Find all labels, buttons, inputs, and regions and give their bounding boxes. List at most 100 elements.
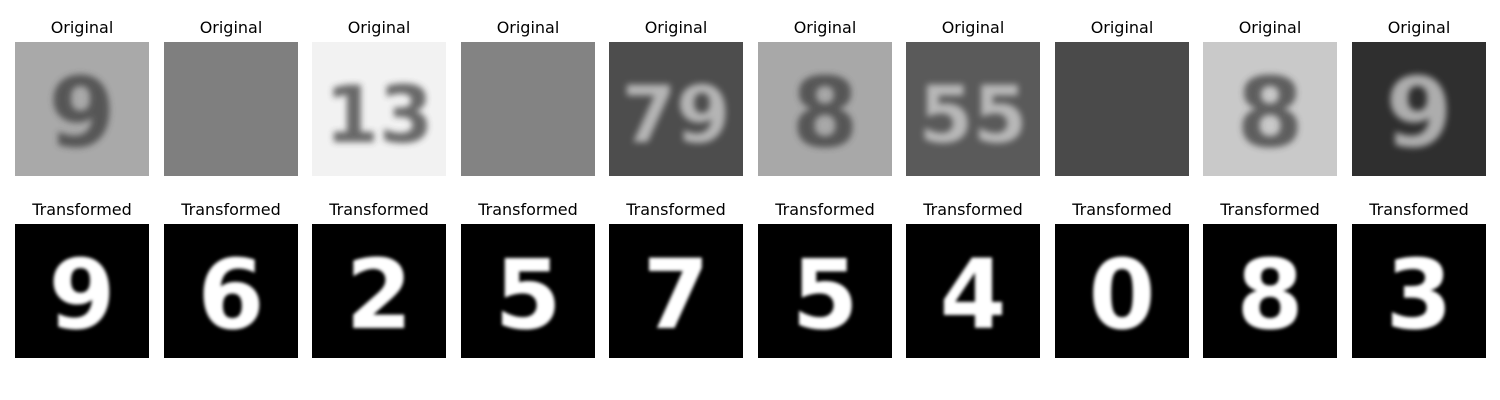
transformed-title: Transformed bbox=[1369, 200, 1469, 219]
original-image: 8 bbox=[1203, 42, 1337, 176]
transformed-title: Transformed bbox=[775, 200, 875, 219]
transformed-cell: Transformed 0 bbox=[1055, 196, 1189, 358]
original-digit: 8 bbox=[1237, 57, 1304, 169]
original-title: Original bbox=[1387, 18, 1451, 37]
original-title: Original bbox=[496, 18, 560, 37]
transformed-cell: Transformed 8 bbox=[1203, 196, 1337, 358]
transformed-image-background bbox=[1352, 224, 1486, 358]
original-image: 79 bbox=[609, 42, 743, 176]
original-digit: 79 bbox=[622, 71, 731, 161]
original-image-background bbox=[609, 42, 743, 176]
transformed-image-background bbox=[609, 224, 743, 358]
transformed-image-background bbox=[906, 224, 1040, 358]
original-image: 13 bbox=[312, 42, 446, 176]
original-image bbox=[164, 42, 298, 176]
original-cell: Original 8 bbox=[758, 14, 892, 176]
transformed-image-background bbox=[15, 224, 149, 358]
transformed-cell: Transformed 6 bbox=[164, 196, 298, 358]
transformed-title: Transformed bbox=[181, 200, 281, 219]
transformed-image: 7 bbox=[609, 224, 743, 358]
transformed-cell: Transformed 3 bbox=[1352, 196, 1486, 358]
transformed-digit: 5 bbox=[792, 239, 859, 351]
original-cell: Original 8 bbox=[1203, 14, 1337, 176]
transformed-cell: Transformed 7 bbox=[609, 196, 743, 358]
transformed-digit: 3 bbox=[1386, 239, 1453, 351]
original-image-background bbox=[1055, 42, 1189, 176]
transformed-image: 3 bbox=[1352, 224, 1486, 358]
transformed-image: 4 bbox=[906, 224, 1040, 358]
transformed-image-background bbox=[1055, 224, 1189, 358]
original-title: Original bbox=[793, 18, 857, 37]
transformed-digit: 7 bbox=[643, 239, 710, 351]
original-digit: 55 bbox=[919, 71, 1028, 161]
transformed-title: Transformed bbox=[626, 200, 726, 219]
original-image: 8 bbox=[758, 42, 892, 176]
transformed-digit: 5 bbox=[495, 239, 562, 351]
transformed-digit: 6 bbox=[198, 239, 265, 351]
transformed-image: 6 bbox=[164, 224, 298, 358]
transformed-image: 2 bbox=[312, 224, 446, 358]
transformed-digit: 2 bbox=[346, 239, 413, 351]
original-digit: 8 bbox=[792, 57, 859, 169]
original-image bbox=[1055, 42, 1189, 176]
transformed-cell: Transformed 9 bbox=[15, 196, 149, 358]
original-image: 9 bbox=[15, 42, 149, 176]
transformed-image-background bbox=[1203, 224, 1337, 358]
original-cell: Original 9 bbox=[1352, 14, 1486, 176]
transformed-title: Transformed bbox=[923, 200, 1023, 219]
original-cell: Original bbox=[461, 14, 595, 176]
original-image-background bbox=[461, 42, 595, 176]
transformed-title: Transformed bbox=[1072, 200, 1172, 219]
transformed-digit: 9 bbox=[49, 239, 116, 351]
original-digit: 9 bbox=[49, 57, 116, 169]
original-image-background bbox=[758, 42, 892, 176]
transformed-image-background bbox=[312, 224, 446, 358]
transformed-cell: Transformed 5 bbox=[461, 196, 595, 358]
original-title: Original bbox=[941, 18, 1005, 37]
transformed-image: 5 bbox=[758, 224, 892, 358]
transformed-digit: 8 bbox=[1237, 239, 1304, 351]
transformed-cell: Transformed 4 bbox=[906, 196, 1040, 358]
original-image bbox=[461, 42, 595, 176]
transformed-cell: Transformed 5 bbox=[758, 196, 892, 358]
original-title: Original bbox=[199, 18, 263, 37]
transformed-digit: 4 bbox=[940, 239, 1007, 351]
transformed-title: Transformed bbox=[32, 200, 132, 219]
transformed-title: Transformed bbox=[1220, 200, 1320, 219]
original-title: Original bbox=[644, 18, 708, 37]
transformed-image-background bbox=[461, 224, 595, 358]
transformed-title: Transformed bbox=[478, 200, 578, 219]
original-title: Original bbox=[347, 18, 411, 37]
row-transformed: Transformed 9 Transformed 6 Transformed 2 Tran… bbox=[0, 196, 1500, 358]
original-image-background bbox=[1352, 42, 1486, 176]
original-image-background bbox=[312, 42, 446, 176]
original-image: 55 bbox=[906, 42, 1040, 176]
original-image-background bbox=[906, 42, 1040, 176]
transformed-image: 0 bbox=[1055, 224, 1189, 358]
transformed-title: Transformed bbox=[329, 200, 429, 219]
original-cell: Original bbox=[1055, 14, 1189, 176]
transformed-image: 9 bbox=[15, 224, 149, 358]
original-cell: Original 9 bbox=[15, 14, 149, 176]
transformed-cell: Transformed 2 bbox=[312, 196, 446, 358]
transformed-image-background bbox=[758, 224, 892, 358]
original-cell: Original bbox=[164, 14, 298, 176]
original-image: 9 bbox=[1352, 42, 1486, 176]
original-cell: Original 79 bbox=[609, 14, 743, 176]
original-digit: 9 bbox=[1386, 57, 1453, 169]
transformed-digit: 0 bbox=[1089, 239, 1156, 351]
original-cell: Original 55 bbox=[906, 14, 1040, 176]
original-image-background bbox=[15, 42, 149, 176]
transformed-image-background bbox=[164, 224, 298, 358]
transformed-image: 8 bbox=[1203, 224, 1337, 358]
transformed-image: 5 bbox=[461, 224, 595, 358]
original-cell: Original 13 bbox=[312, 14, 446, 176]
original-title: Original bbox=[1090, 18, 1154, 37]
original-title: Original bbox=[1238, 18, 1302, 37]
original-image-background bbox=[164, 42, 298, 176]
original-image-background bbox=[1203, 42, 1337, 176]
original-digit: 13 bbox=[325, 71, 434, 161]
original-title: Original bbox=[50, 18, 114, 37]
row-original: Original 9 Original Original 13 Original Origi… bbox=[0, 14, 1500, 176]
